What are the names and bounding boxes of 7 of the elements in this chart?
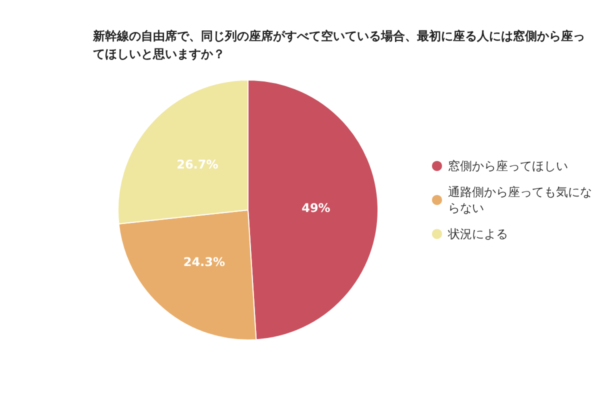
data-label: 26.7% — [176, 158, 218, 172]
data-label: 49% — [302, 200, 330, 215]
chart-title: 新幹線の自由席で、同じ列の座席がすべて空いている場合、最初に座る人には窓側から座ってほしいと思いますか？ — [92, 29, 585, 61]
legend-label: 窓側から座ってほしい — [448, 159, 568, 173]
legend-label: 通路側から座っても気にならない — [448, 185, 592, 215]
data-label: 24.3% — [183, 254, 225, 269]
legend-label: 状況による — [447, 227, 508, 241]
